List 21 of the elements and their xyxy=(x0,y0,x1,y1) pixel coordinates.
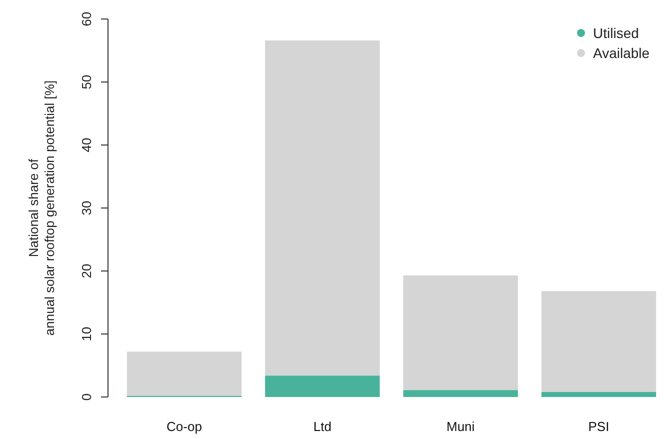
y-tick-label: 10 xyxy=(79,326,94,342)
bar xyxy=(265,376,380,397)
bar xyxy=(126,352,242,396)
y-tick-label: 0 xyxy=(79,393,94,401)
x-tick-label: Co-op xyxy=(166,419,202,434)
y-tick-label: 30 xyxy=(79,200,94,216)
x-tick-label: Muni xyxy=(446,419,475,434)
bar xyxy=(265,40,380,376)
y-axis-title: National share of annual solar rooftop generation potential [%] xyxy=(26,80,57,336)
legend-label: Utilised xyxy=(593,25,639,41)
bar xyxy=(403,390,518,397)
y-tick-label: 40 xyxy=(79,138,94,152)
x-tick-label: PSI xyxy=(588,419,610,434)
y-tick-label: 50 xyxy=(79,74,94,90)
bar xyxy=(403,275,518,390)
x-tick-label: Ltd xyxy=(313,419,332,434)
bar xyxy=(541,291,656,392)
y-tick-label: 20 xyxy=(79,264,94,278)
bar xyxy=(541,392,656,397)
legend-label: Available xyxy=(593,45,650,61)
y-tick-label: 60 xyxy=(79,12,94,26)
